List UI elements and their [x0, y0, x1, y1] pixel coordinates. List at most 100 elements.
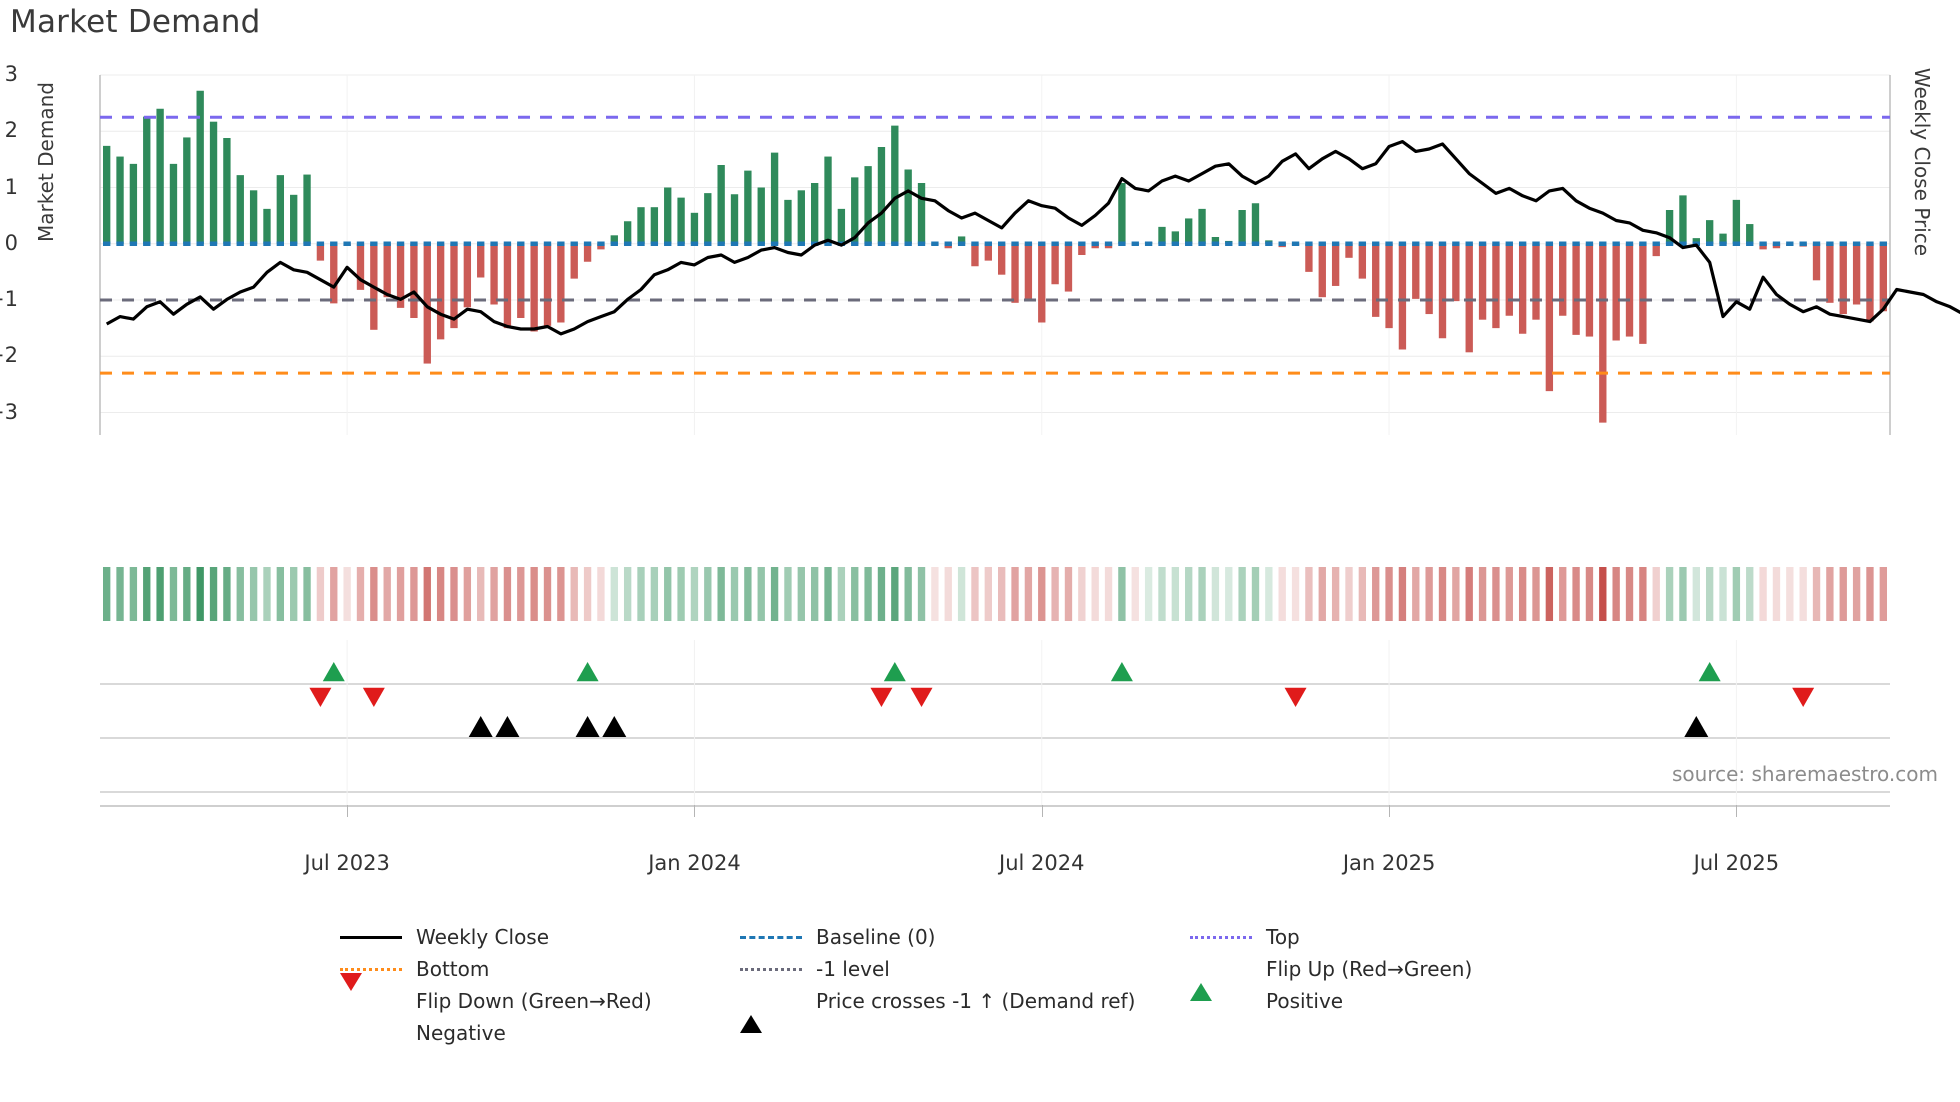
x-tick-label: Jan 2025 [1342, 851, 1436, 875]
heat-strip-cell [1879, 567, 1887, 621]
heat-strip-cell [583, 567, 592, 621]
legend-item[interactable]: Baseline (0) [740, 925, 1190, 949]
heat-strip-cell [1679, 567, 1687, 621]
heat-strip-cell [477, 567, 485, 621]
demand-bar [904, 169, 912, 244]
demand-bar [1746, 224, 1754, 244]
legend-item[interactable]: Positive [1190, 989, 1630, 1013]
demand-bar [1385, 243, 1393, 329]
legend-item-label: Price crosses -1 ↑ (Demand ref) [816, 989, 1136, 1013]
legend-item[interactable]: Flip Up (Red→Green) [1190, 957, 1630, 1001]
heat-strip-cell [1104, 567, 1113, 621]
demand-bar [971, 243, 979, 267]
heat-strip-cell [1826, 567, 1834, 621]
heat-strip-cell [610, 567, 618, 621]
heat-strip-cell [1358, 567, 1367, 621]
left-axis-label: Market Demand [34, 82, 58, 242]
legend-item[interactable]: Weekly Close [340, 925, 740, 949]
demand-bar [851, 177, 859, 244]
heat-strip-cell [851, 567, 859, 621]
legend-item[interactable]: Price crosses -1 ↑ (Demand ref) [740, 989, 1190, 1033]
demand-bar [1051, 243, 1059, 285]
demand-bar [1732, 199, 1741, 244]
demand-bar [330, 243, 338, 304]
demand-bar [303, 174, 311, 244]
heat-strip-cell [1786, 567, 1794, 621]
price-cross-marker [575, 716, 600, 737]
legend-item[interactable]: Flip Down (Green→Red) [340, 973, 740, 1015]
demand-bar [1064, 243, 1073, 292]
heat-strip-cell [423, 567, 431, 621]
heat-strip-cell [1505, 567, 1513, 621]
flip-up-marker [322, 662, 345, 682]
legend-item[interactable]: Negative [340, 1021, 740, 1045]
heat-strip-cell [1518, 567, 1527, 621]
demand-bar [664, 187, 672, 244]
heat-strip-cell [490, 567, 498, 621]
demand-bar [1305, 243, 1313, 272]
heat-strip-cell [797, 567, 805, 621]
heat-strip-cell [891, 567, 899, 621]
legend-item[interactable]: -1 level [740, 957, 1190, 981]
triangle-up-icon [1190, 959, 1252, 1001]
y-tick-left: −2 [0, 343, 18, 368]
x-tick-mark [1041, 805, 1043, 817]
x-tick-mark [1736, 805, 1738, 817]
triangle-down-icon [340, 973, 402, 1015]
heat-strip-cell [356, 567, 365, 621]
demand-bar [957, 236, 966, 244]
heat-strip-cell [1852, 567, 1861, 621]
demand-bar [490, 243, 498, 305]
demand-bar [1011, 243, 1019, 303]
demand-bar [1438, 243, 1447, 339]
demand-bar [1492, 243, 1500, 329]
x-tick-mark [1389, 805, 1391, 817]
heat-strip-cell [1492, 567, 1500, 621]
demand-bar [477, 243, 485, 278]
heat-strip-cell [690, 567, 699, 621]
legend-item[interactable]: Top [1190, 925, 1630, 949]
x-tick-label: Jan 2024 [648, 851, 741, 875]
flip-up-marker [883, 662, 906, 682]
demand-bar [1839, 243, 1847, 315]
demand-bar [116, 156, 124, 244]
legend-row: Bottom -1 level Flip Up (Red→Green) [340, 957, 1660, 1001]
legend-item[interactable]: Bottom [340, 957, 740, 981]
heat-strip-cell [570, 567, 578, 621]
legend-item-label: -1 level [816, 957, 890, 981]
y-tick-left: −1 [0, 287, 18, 311]
demand-bar [837, 208, 846, 244]
flip-up-marker [1110, 662, 1133, 682]
heat-strip-cell [730, 567, 739, 621]
demand-bar [744, 170, 752, 244]
legend-dotted-line-icon [1190, 927, 1252, 947]
demand-bar [503, 243, 512, 329]
y-tick-left: 3 [4, 62, 18, 86]
heat-strip-cell [263, 567, 271, 621]
demand-bar [570, 243, 578, 279]
heat-strip-cell [1732, 567, 1741, 621]
demand-bar [1158, 226, 1166, 244]
demand-bar [1398, 243, 1407, 350]
right-axis-label: Weekly Close Price [1910, 67, 1934, 257]
heat-strip-cell [1011, 567, 1019, 621]
demand-bar [1639, 243, 1647, 344]
demand-bar [463, 243, 472, 308]
heat-strip-cell [1091, 567, 1099, 621]
x-axis: Jul 2023 Jan 2024 Jul 2024 Jan 2025 Jul 2025 [100, 805, 1890, 885]
y-tick-left: 0 [4, 230, 18, 255]
heat-strip-cell [436, 567, 445, 621]
heat-strip-cell [717, 567, 725, 621]
heat-strip-cell [129, 567, 138, 621]
x-tick-label: Jul 2025 [1693, 851, 1780, 875]
heat-strip-cell [1372, 567, 1380, 621]
x-tick-mark [694, 805, 696, 817]
demand-bar [797, 190, 805, 244]
heat-strip-cell [543, 567, 552, 621]
heat-strip-cell [1318, 567, 1326, 621]
heat-strip-cell [810, 567, 819, 621]
heat-strip-cell [917, 567, 926, 621]
heat-strip-cell [236, 567, 244, 621]
flip-down-marker [362, 687, 385, 707]
heat-strip-cell [396, 567, 405, 621]
